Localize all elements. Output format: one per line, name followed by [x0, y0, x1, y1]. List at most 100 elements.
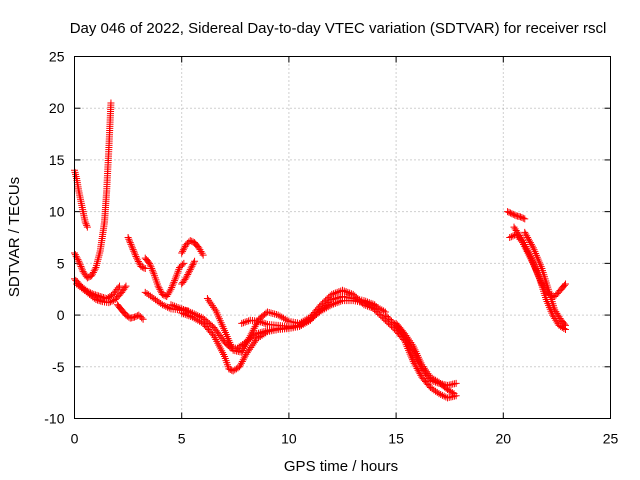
data-point [301, 319, 309, 327]
data-point [349, 290, 357, 298]
data-point [148, 265, 156, 273]
data-point [256, 332, 264, 340]
data-point [205, 296, 213, 304]
data-point [160, 302, 168, 310]
data-point [340, 287, 348, 295]
data-point [346, 289, 354, 297]
data-point [105, 299, 113, 307]
data-point [330, 290, 338, 298]
series-arc-m [203, 286, 379, 356]
data-point [137, 262, 145, 270]
data-point [156, 285, 164, 293]
data-point [147, 263, 155, 271]
data-point [192, 315, 200, 323]
data-point [108, 297, 116, 305]
grid-layer [74, 56, 611, 419]
data-point [130, 247, 138, 255]
data-point [76, 261, 84, 269]
data-point [138, 263, 146, 271]
data-point [253, 335, 261, 343]
data-point [435, 390, 443, 398]
y-tick-label: 20 [49, 100, 65, 116]
data-point [342, 288, 350, 296]
data-point [560, 320, 568, 328]
data-point [278, 313, 286, 321]
data-point [126, 237, 134, 245]
data-point [303, 318, 311, 326]
data-point [274, 311, 282, 319]
data-point [183, 311, 191, 319]
data-point [375, 310, 383, 318]
data-point [101, 294, 109, 302]
data-point [148, 266, 156, 274]
data-point [155, 284, 163, 292]
data-point [260, 330, 268, 338]
data-point [386, 316, 394, 324]
data-point [83, 223, 91, 231]
data-point [258, 331, 266, 339]
data-point [357, 298, 365, 306]
y-tick-label: 5 [57, 255, 65, 271]
data-point [127, 240, 135, 248]
data-point [422, 366, 430, 374]
data-point [71, 251, 79, 259]
data-point [374, 309, 382, 317]
data-point [135, 259, 143, 267]
data-point [333, 288, 341, 296]
data-point [178, 309, 186, 317]
data-point [158, 301, 166, 309]
data-point [134, 256, 142, 264]
data-point [438, 391, 446, 399]
data-point [423, 368, 431, 376]
series-arc-u [521, 228, 569, 329]
data-point [141, 265, 149, 273]
series-arc-r [504, 208, 529, 223]
data-point [194, 316, 202, 324]
data-point [180, 259, 188, 267]
data-point [134, 257, 142, 265]
data-point [506, 209, 514, 217]
data-point [94, 296, 102, 304]
data-point [225, 365, 233, 373]
data-point [258, 319, 266, 327]
series-arc-d [73, 280, 130, 307]
data-point [351, 292, 359, 300]
data-point [297, 321, 305, 329]
data-point [171, 302, 179, 310]
data-point [168, 282, 176, 290]
data-point [369, 304, 377, 312]
data-point [239, 319, 247, 327]
data-point [133, 312, 141, 320]
data-point [560, 281, 568, 289]
data-point [184, 271, 192, 279]
x-axis-label: GPS time / hours [284, 458, 398, 475]
data-point [190, 259, 198, 267]
data-point [203, 295, 211, 303]
data-point [437, 391, 445, 399]
y-tick-label: 10 [49, 204, 65, 220]
data-point [281, 315, 289, 323]
data-point [176, 304, 184, 312]
data-point [211, 305, 219, 313]
data-point [516, 213, 524, 221]
y-tick-label: 15 [49, 152, 65, 168]
data-point [169, 301, 177, 309]
data-point [404, 335, 412, 343]
data-point [305, 317, 313, 325]
data-point [81, 218, 89, 226]
data-point [388, 317, 396, 325]
data-point [75, 257, 83, 265]
data-point [116, 282, 124, 290]
data-point [146, 261, 154, 269]
data-point [95, 292, 103, 300]
data-point [296, 321, 304, 329]
data-point [252, 337, 260, 345]
series-arc-t [510, 223, 569, 334]
data-point [170, 278, 178, 286]
data-point [344, 288, 352, 296]
series-arc-a [71, 166, 91, 231]
data-point [384, 314, 392, 322]
data-point [179, 247, 187, 255]
data-point [74, 256, 82, 264]
data-point [178, 249, 186, 257]
